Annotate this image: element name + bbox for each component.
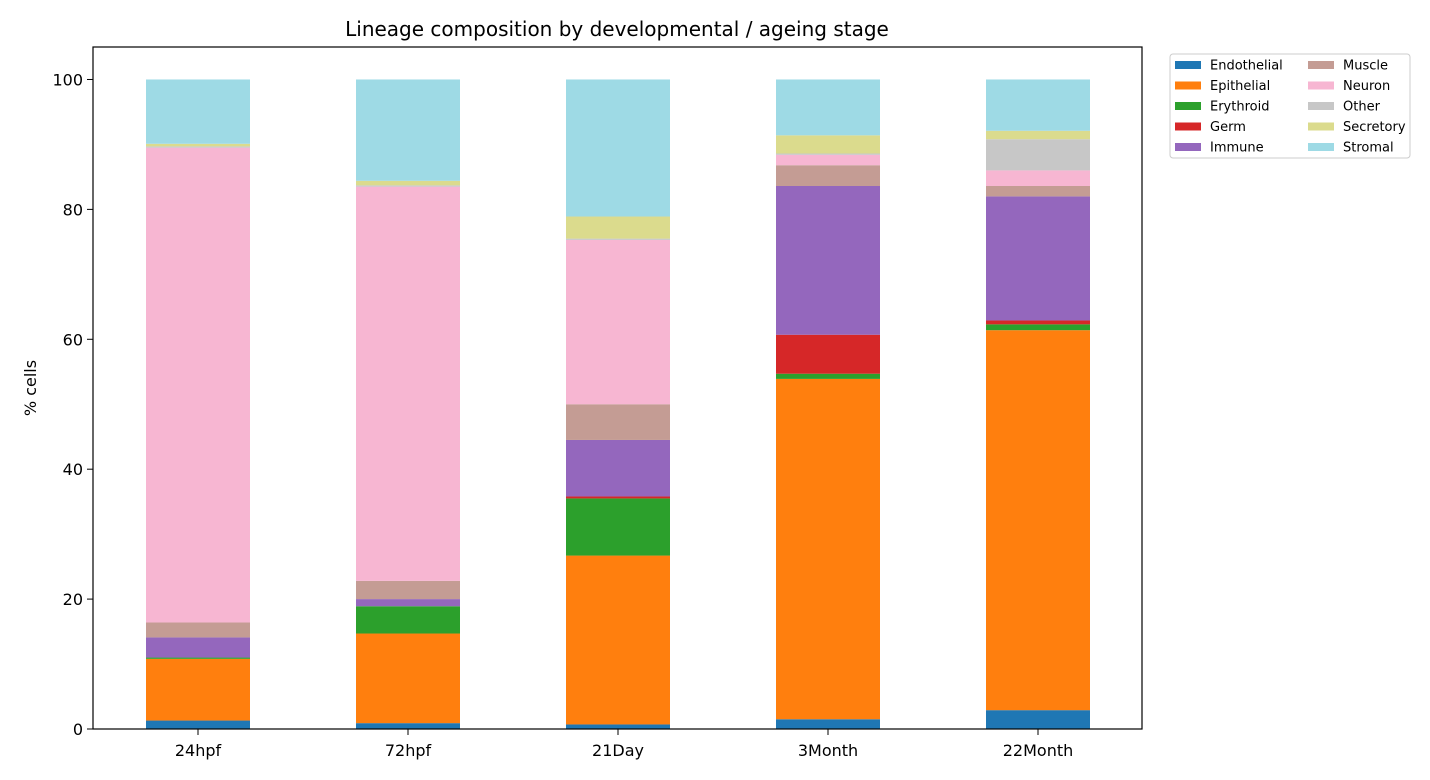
chart-title: Lineage composition by developmental / a… (345, 17, 889, 41)
legend-swatch-stromal (1308, 143, 1334, 151)
legend-label-muscle: Muscle (1343, 59, 1388, 74)
legend-label-immune: Immune (1210, 141, 1264, 156)
legend-frame (1169, 53, 1411, 159)
y-axis: 0 20 40 60 80 100 (52, 70, 93, 739)
y-tick-label: 20 (63, 590, 83, 609)
y-tick-label: 100 (52, 70, 83, 89)
legend-swatch-epithelial (1175, 81, 1201, 90)
legend-label-other: Other (1343, 100, 1381, 115)
bar-segment-neuron-72hpf (356, 186, 460, 581)
bar-segment-muscle-72hpf (356, 580, 460, 600)
bar-segment-secretory-24hpf (146, 143, 250, 147)
bar-segment-other-24hpf (146, 146, 250, 148)
bar-segment-immune-21day (566, 439, 670, 497)
y-axis-label: % cells (21, 360, 40, 416)
x-tick-label: 72hpf (385, 741, 432, 760)
bar-segment-immune-72hpf (356, 599, 460, 607)
bar-segment-secretory-22month (986, 130, 1090, 140)
legend-label-endothelial: Endothelial (1210, 59, 1283, 74)
legend-swatch-immune (1175, 143, 1201, 151)
legend-swatch-other (1308, 102, 1334, 110)
bar-segment-muscle-3month (776, 165, 880, 186)
bar-segment-neuron-24hpf (146, 147, 250, 623)
bars-group (146, 79, 1090, 729)
legend-swatch-erythroid (1175, 102, 1201, 110)
legend-label-epithelial: Epithelial (1210, 79, 1270, 94)
bar-segment-secretory-21day (566, 216, 670, 239)
bar-segment-stromal-72hpf (356, 79, 460, 181)
x-tick-label: 24hpf (175, 741, 222, 760)
legend-swatch-endothelial (1175, 61, 1201, 69)
bar-segment-epithelial-22month (986, 330, 1090, 711)
legend: Endothelial Epithelial Erythroid Germ Immune… (1169, 53, 1411, 159)
legend-label-erythroid: Erythroid (1210, 100, 1269, 115)
bar-segment-germ-22month (986, 320, 1090, 325)
bar-segment-stromal-24hpf (146, 79, 250, 144)
bar-segment-erythroid-24hpf (146, 657, 250, 659)
x-tick-label: 3Month (798, 741, 858, 760)
bar-segment-muscle-21day (566, 404, 670, 440)
y-tick-label: 60 (63, 330, 83, 349)
legend-label-stromal: Stromal (1343, 141, 1394, 156)
bar-segment-germ-3month (776, 334, 880, 374)
legend-label-germ: Germ (1210, 120, 1246, 135)
bar-segment-endothelial-3month (776, 719, 880, 729)
legend-swatch-muscle (1308, 61, 1334, 69)
bar-segment-immune-3month (776, 185, 880, 335)
bar-segment-muscle-22month (986, 185, 1090, 197)
legend-label-neuron: Neuron (1343, 79, 1390, 94)
legend-swatch-germ (1175, 122, 1201, 131)
bar-segment-endothelial-72hpf (356, 723, 460, 729)
legend-swatch-neuron (1308, 81, 1334, 90)
bar-segment-endothelial-24hpf (146, 720, 250, 729)
bar-segment-immune-24hpf (146, 637, 250, 658)
bar-segment-epithelial-72hpf (356, 633, 460, 724)
x-tick-label: 21Day (592, 741, 644, 760)
y-tick-label: 0 (73, 720, 83, 739)
bar-segment-endothelial-22month (986, 710, 1090, 729)
bar-segment-secretory-3month (776, 135, 880, 154)
bar-segment-other-22month (986, 139, 1090, 171)
bar-segment-immune-22month (986, 196, 1090, 321)
bar-segment-muscle-24hpf (146, 622, 250, 638)
x-tick-label: 22Month (1003, 741, 1074, 760)
bar-segment-epithelial-21day (566, 555, 670, 725)
bar-segment-erythroid-72hpf (356, 606, 460, 634)
y-tick-label: 40 (63, 460, 83, 479)
bar-segment-neuron-22month (986, 170, 1090, 186)
bar-segment-secretory-72hpf (356, 180, 460, 186)
bar-segment-erythroid-22month (986, 324, 1090, 331)
bar-segment-endothelial-21day (566, 724, 670, 729)
bar-segment-other-21day (566, 238, 670, 240)
legend-swatch-secretory (1308, 122, 1334, 131)
bar-segment-erythroid-21day (566, 498, 670, 556)
bar-segment-other-72hpf (356, 185, 460, 187)
legend-label-secretory: Secretory (1343, 120, 1406, 135)
bar-segment-stromal-21day (566, 79, 670, 217)
bar-segment-epithelial-3month (776, 378, 880, 720)
bar-segment-stromal-22month (986, 79, 1090, 131)
bar-segment-epithelial-24hpf (146, 658, 250, 721)
bar-segment-neuron-3month (776, 154, 880, 166)
bar-segment-erythroid-3month (776, 373, 880, 379)
bar-segment-other-3month (776, 153, 880, 155)
bar-segment-neuron-21day (566, 239, 670, 405)
y-tick-label: 80 (63, 200, 83, 219)
bar-segment-germ-21day (566, 496, 670, 499)
x-axis: 24hpf 72hpf 21Day 3Month 22Month (175, 729, 1073, 760)
bar-segment-stromal-3month (776, 79, 880, 136)
